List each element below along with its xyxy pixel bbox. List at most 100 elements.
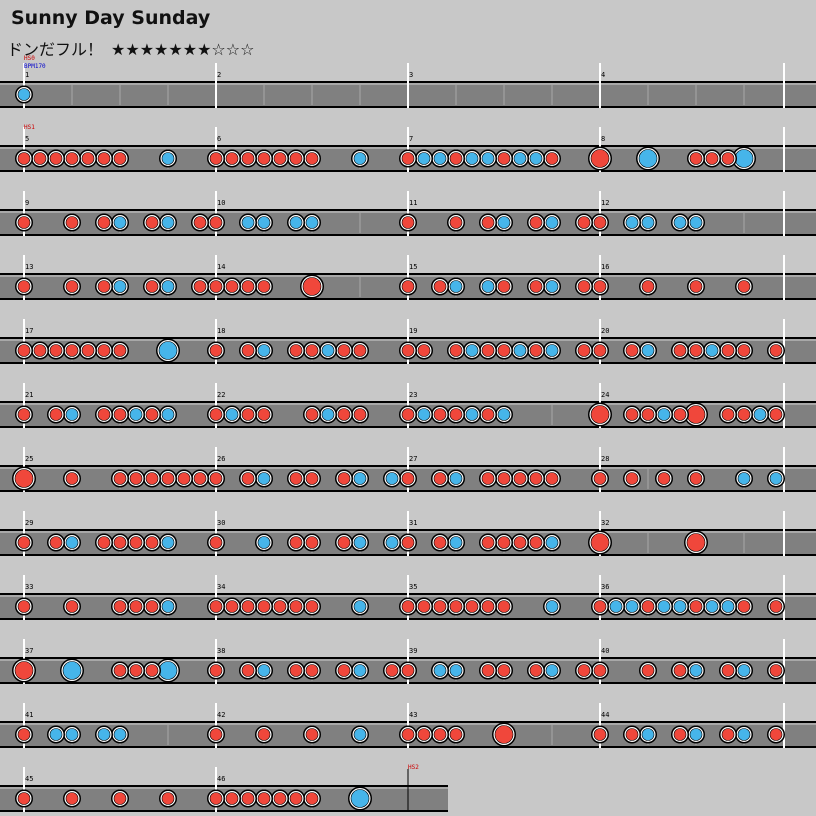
don-note bbox=[287, 341, 305, 360]
ka-note bbox=[511, 149, 529, 168]
don-note bbox=[351, 405, 369, 424]
don-note bbox=[95, 405, 113, 424]
ka-note bbox=[255, 533, 273, 552]
don-note bbox=[15, 149, 33, 168]
ka-note bbox=[495, 405, 513, 424]
don-note bbox=[255, 149, 273, 168]
ka-note bbox=[47, 725, 65, 744]
don-note bbox=[255, 405, 273, 424]
don-note bbox=[239, 789, 257, 808]
don-note bbox=[239, 277, 257, 296]
don-note bbox=[111, 789, 129, 808]
measure-number: 37 bbox=[25, 647, 33, 655]
don-note bbox=[207, 533, 225, 552]
measure-number: 1 bbox=[25, 71, 29, 79]
measure-number: 8 bbox=[601, 135, 605, 143]
don-note bbox=[175, 469, 193, 488]
don-note bbox=[591, 725, 609, 744]
measure-number: 17 bbox=[25, 327, 33, 335]
ka-note bbox=[223, 405, 241, 424]
ka-note bbox=[495, 213, 513, 232]
don-note bbox=[207, 789, 225, 808]
don-note bbox=[687, 277, 705, 296]
don-note bbox=[495, 277, 513, 296]
don-note bbox=[63, 341, 81, 360]
don-note bbox=[63, 149, 81, 168]
don-note bbox=[623, 341, 641, 360]
ka-note bbox=[767, 469, 785, 488]
don-note bbox=[15, 277, 33, 296]
ka-note bbox=[159, 213, 177, 232]
don-note bbox=[255, 597, 273, 616]
don-note bbox=[271, 789, 289, 808]
don-note bbox=[127, 533, 145, 552]
ka-note bbox=[447, 277, 465, 296]
ka-note bbox=[111, 213, 129, 232]
don-note bbox=[415, 725, 433, 744]
don-note bbox=[479, 213, 497, 232]
ka-note bbox=[111, 277, 129, 296]
don-note bbox=[527, 661, 545, 680]
don-note bbox=[223, 789, 241, 808]
don-note bbox=[591, 277, 609, 296]
ka-note bbox=[543, 597, 561, 616]
don-note bbox=[447, 341, 465, 360]
don-note bbox=[719, 725, 737, 744]
ka-note bbox=[735, 661, 753, 680]
don-note bbox=[479, 661, 497, 680]
don-note bbox=[127, 597, 145, 616]
ka-note bbox=[431, 661, 449, 680]
ka-note bbox=[159, 533, 177, 552]
ka-note bbox=[255, 341, 273, 360]
ka-note bbox=[607, 597, 625, 616]
don-note bbox=[191, 277, 209, 296]
measure-number: 38 bbox=[217, 647, 225, 655]
don-big-note bbox=[300, 274, 324, 299]
ka-big-note bbox=[636, 146, 660, 171]
ka-note bbox=[415, 149, 433, 168]
don-note bbox=[127, 661, 145, 680]
ka-note bbox=[159, 405, 177, 424]
don-note bbox=[15, 405, 33, 424]
ka-note bbox=[255, 469, 273, 488]
measure-number: 11 bbox=[409, 199, 417, 207]
ka-note bbox=[671, 213, 689, 232]
don-note bbox=[687, 469, 705, 488]
don-note bbox=[687, 149, 705, 168]
don-note bbox=[223, 597, 241, 616]
don-note bbox=[111, 341, 129, 360]
scroll-speed-label: HS1 bbox=[24, 124, 35, 131]
don-note bbox=[335, 661, 353, 680]
don-note bbox=[431, 725, 449, 744]
ka-note bbox=[463, 405, 481, 424]
don-note bbox=[671, 341, 689, 360]
don-note bbox=[447, 213, 465, 232]
don-note bbox=[63, 277, 81, 296]
don-note bbox=[527, 533, 545, 552]
don-note bbox=[271, 597, 289, 616]
don-big-note bbox=[588, 530, 612, 555]
measure-number: 12 bbox=[601, 199, 609, 207]
measure-number: 6 bbox=[217, 135, 221, 143]
don-note bbox=[639, 405, 657, 424]
don-note bbox=[623, 725, 641, 744]
ka-note bbox=[431, 149, 449, 168]
don-note bbox=[287, 661, 305, 680]
measure-number: 43 bbox=[409, 711, 417, 719]
don-note bbox=[143, 405, 161, 424]
ka-note bbox=[735, 725, 753, 744]
ka-note bbox=[479, 149, 497, 168]
don-note bbox=[303, 341, 321, 360]
measure-number: 30 bbox=[217, 519, 225, 527]
don-note bbox=[399, 213, 417, 232]
don-note bbox=[527, 277, 545, 296]
ka-note bbox=[351, 149, 369, 168]
don-note bbox=[399, 469, 417, 488]
don-note bbox=[207, 725, 225, 744]
don-note bbox=[111, 597, 129, 616]
don-note bbox=[287, 597, 305, 616]
don-note bbox=[671, 725, 689, 744]
don-note bbox=[639, 661, 657, 680]
ka-note bbox=[111, 725, 129, 744]
